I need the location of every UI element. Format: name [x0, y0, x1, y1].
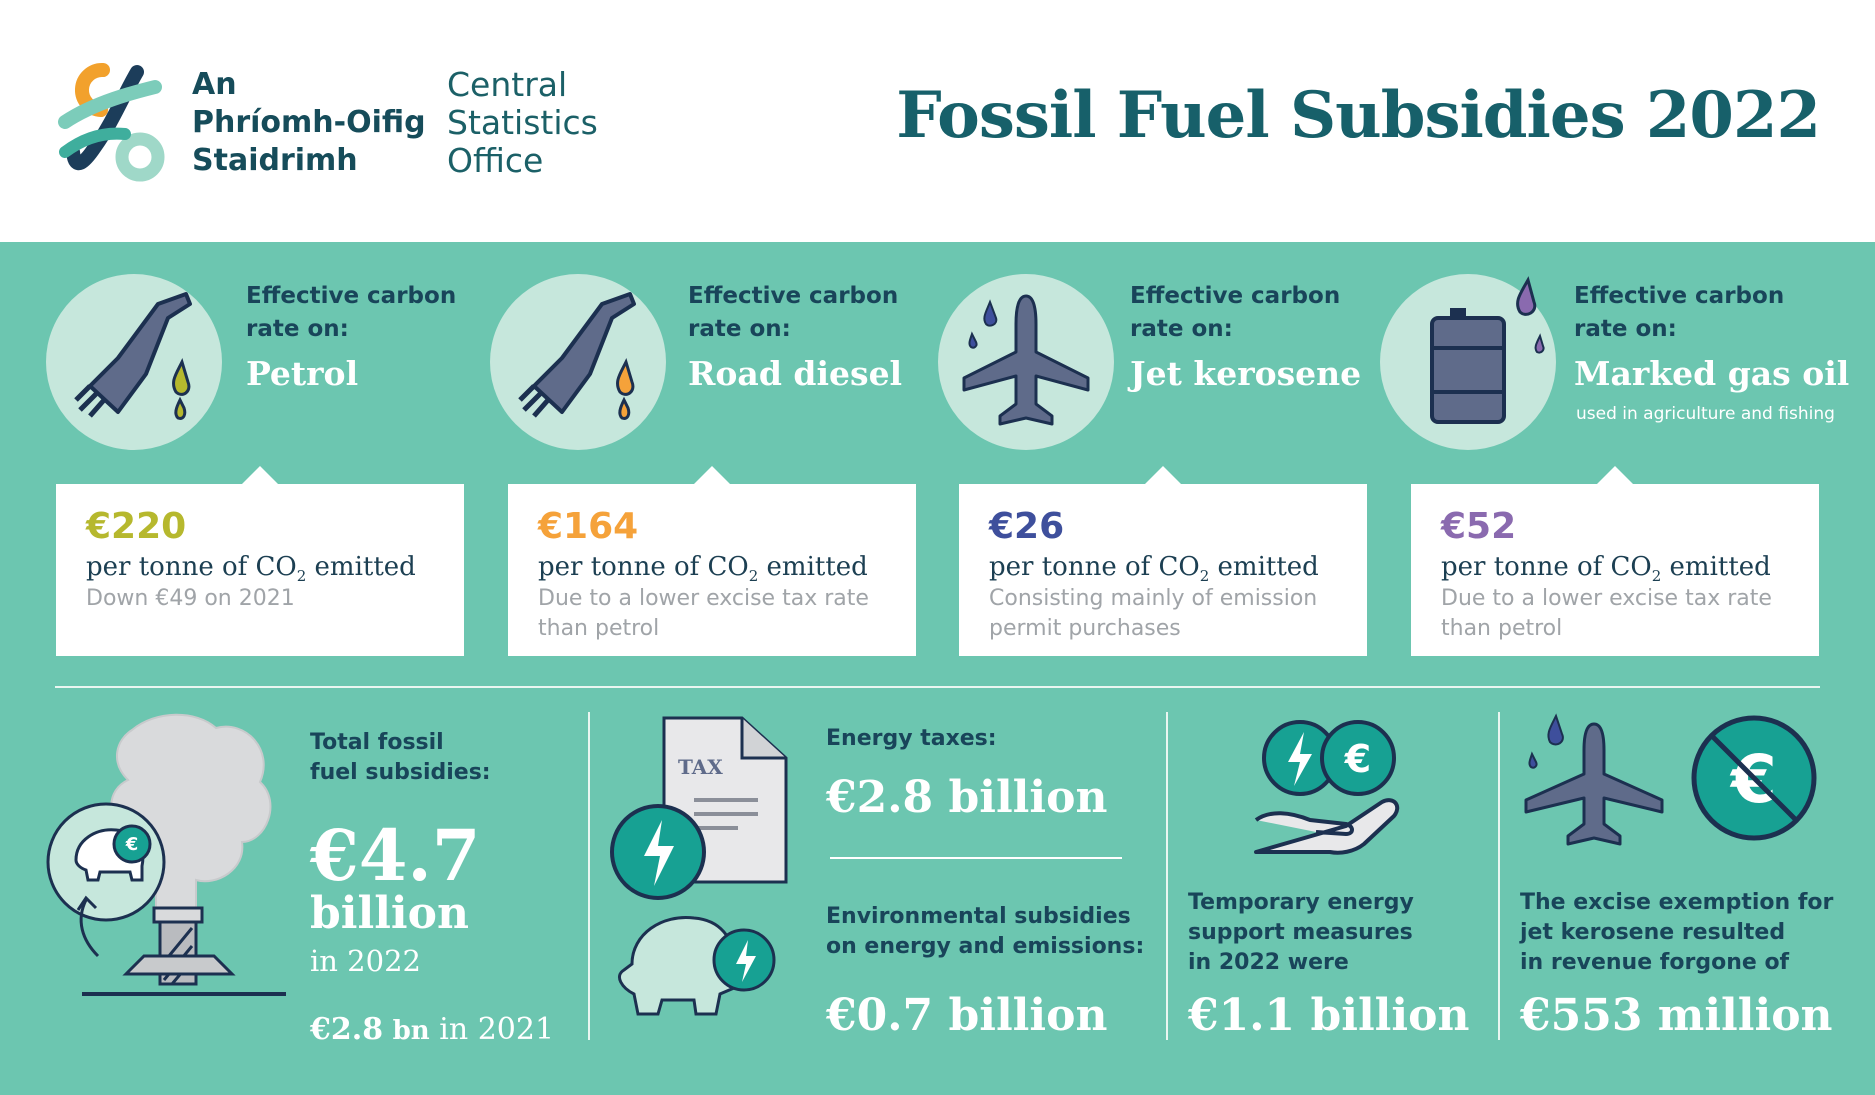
energy-rule [830, 857, 1122, 859]
fuel-label: Effective carbon rate on: [688, 280, 898, 346]
temporary-label: Temporary energy support measures in 202… [1188, 888, 1414, 978]
org-english-line: Office [447, 141, 544, 180]
total-label-line: Total fossil [310, 730, 444, 755]
excise-label-line: jet kerosene resulted [1520, 920, 1786, 945]
airplane-icon [938, 274, 1114, 450]
fuel-name-jet-kerosene: Jet kerosene [1130, 354, 1362, 393]
fuel-name-road-diesel: Road diesel [688, 354, 903, 393]
content-panel: Effective carbon rate on: Petrol Effectiv… [0, 242, 1875, 1095]
carbon-rate-card: €220 per tonne of CO2 emitted Down €49 o… [56, 466, 464, 656]
unit-text: emitted [1661, 552, 1771, 582]
org-irish-line: Staidrimh [192, 143, 358, 178]
card-unit: per tonne of CO2 emitted [1441, 552, 1771, 585]
total-label: Total fossil fuel subsidies: [310, 728, 491, 788]
org-irish-line: Phríomh-Oifig [192, 105, 426, 140]
tax-document-icon: TAX [610, 716, 788, 1016]
fuel-label: Effective carbon rate on: [1130, 280, 1340, 346]
temporary-value: €1.1 billion [1188, 990, 1470, 1041]
page-title: Fossil Fuel Subsidies 2022 [896, 78, 1821, 153]
environmental-label: Environmental subsidies on energy and em… [826, 902, 1144, 962]
total-prev: €2.8 bn in 2021 [310, 1012, 554, 1047]
unit-text: per tonne of CO [1441, 552, 1652, 582]
temporary-label-line: in 2022 were [1188, 950, 1349, 975]
unit-text: per tonne of CO [538, 552, 749, 582]
fuel-label: Effective carbon rate on: [1574, 280, 1784, 346]
card-value: €26 [989, 506, 1065, 547]
unit-subscript: 2 [296, 567, 307, 586]
carbon-rate-card: €164 per tonne of CO2 emitted Due to a l… [508, 466, 916, 656]
prev-value: €2.8 [310, 1012, 384, 1047]
card-description: Due to a lower excise tax rate than petr… [538, 586, 869, 641]
airplane-no-euro-icon: € [1524, 713, 1817, 846]
total-label-line: fuel subsidies: [310, 760, 491, 785]
temporary-label-line: support measures [1188, 920, 1413, 945]
card-description: Consisting mainly of emission permit pur… [989, 586, 1318, 641]
org-english-line: Statistics [447, 103, 598, 142]
unit-subscript: 2 [748, 567, 759, 586]
excise-value: €553 million [1520, 990, 1833, 1041]
unit-text: emitted [758, 552, 868, 582]
section-divider [55, 686, 1820, 688]
environmental-value: €0.7 billion [826, 990, 1108, 1041]
energy-taxes-value: €2.8 billion [826, 772, 1108, 823]
card-unit: per tonne of CO2 emitted [538, 552, 868, 585]
org-name-irish: An Phríomh-Oifig Staidrimh [192, 66, 426, 180]
unit-subscript: 2 [1199, 567, 1210, 586]
euro-symbol: € [125, 834, 139, 855]
fuel-label-line: Effective carbon [246, 283, 457, 309]
carbon-rate-card: €52 per tonne of CO2 emitted Due to a lo… [1411, 466, 1819, 656]
org-english-line: Central [447, 65, 568, 104]
card-description: Due to a lower excise tax rate than petr… [1441, 586, 1772, 641]
environmental-label-line: Environmental subsidies [826, 904, 1131, 929]
oil-barrel-icon [1380, 274, 1556, 450]
column-divider [1498, 712, 1500, 1040]
fuel-label-line: rate on: [246, 316, 349, 342]
cso-logo-icon [58, 63, 165, 182]
fuel-name-marked-gas-oil: Marked gas oil [1574, 354, 1850, 393]
unit-subscript: 2 [1651, 567, 1662, 586]
card-value: €52 [1441, 506, 1517, 547]
card-unit: per tonne of CO2 emitted [989, 552, 1319, 585]
fuel-label-line: Effective carbon [688, 283, 899, 309]
temporary-label-line: Temporary energy [1188, 890, 1414, 915]
total-value-unit: billion [310, 888, 469, 939]
fuel-label-line: Effective carbon [1130, 283, 1341, 309]
fuel-label-line: Effective carbon [1574, 283, 1785, 309]
org-name-english: Central Statistics Office [447, 66, 598, 180]
card-description: Down €49 on 2021 [86, 586, 295, 611]
org-irish-line: An [192, 67, 237, 102]
unit-text: emitted [306, 552, 416, 582]
header: An Phríomh-Oifig Staidrimh Central Stati… [0, 0, 1875, 242]
tax-doc-text: TAX [678, 755, 723, 779]
fuel-label-line: rate on: [1574, 316, 1677, 342]
environmental-label-line: on energy and emissions: [826, 934, 1145, 959]
fuel-name-petrol: Petrol [246, 354, 359, 393]
column-divider [588, 712, 590, 1040]
fuel-label-line: rate on: [688, 316, 791, 342]
euro-symbol: € [1344, 737, 1371, 781]
unit-text: emitted [1209, 552, 1319, 582]
prev-year: in 2021 [439, 1012, 555, 1047]
fuel-nozzle-icon [490, 274, 666, 450]
excise-label-line: The excise exemption for [1520, 890, 1834, 915]
fuel-label: Effective carbon rate on: [246, 280, 456, 346]
smokestack-piggy-bank-icon: € [46, 713, 286, 996]
unit-text: per tonne of CO [86, 552, 297, 582]
carbon-rate-card: €26 per tonne of CO2 emitted Consisting … [959, 466, 1367, 656]
fuel-note: used in agriculture and fishing [1576, 404, 1835, 424]
excise-label-line: in revenue forgone of [1520, 950, 1790, 975]
excise-label: The excise exemption for jet kerosene re… [1520, 888, 1833, 978]
hand-coins-icon: € [1254, 720, 1400, 855]
unit-text: per tonne of CO [989, 552, 1200, 582]
card-value: €164 [538, 506, 639, 547]
energy-taxes-label: Energy taxes: [826, 726, 997, 751]
fuel-nozzle-icon [46, 274, 222, 450]
total-year: in 2022 [310, 944, 421, 978]
column-divider [1166, 712, 1168, 1040]
card-unit: per tonne of CO2 emitted [86, 552, 416, 585]
fuel-label-line: rate on: [1130, 316, 1233, 342]
prev-unit: bn [392, 1016, 430, 1046]
total-value: €4.7 [310, 814, 481, 897]
card-value: €220 [86, 506, 187, 547]
